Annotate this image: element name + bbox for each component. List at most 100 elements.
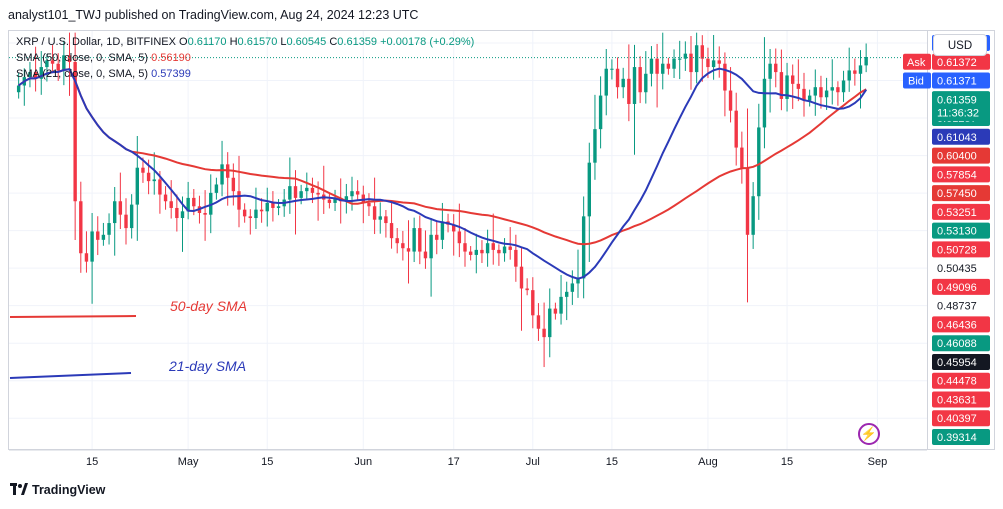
candle-body: [745, 167, 750, 235]
candle-body: [604, 68, 608, 96]
candle-body: [220, 164, 224, 185]
price-label-badge: [932, 166, 990, 183]
legend-sma21-value: 0.57399: [151, 68, 191, 80]
candle-body: [67, 55, 72, 63]
price-scale[interactable]: [928, 30, 995, 450]
x-tick-label: 15: [86, 456, 98, 468]
x-tick-label: Sep: [868, 456, 888, 468]
countdown-value: 11:36:32: [937, 107, 979, 119]
price-label-badge: [932, 429, 990, 445]
candle-body: [418, 228, 422, 252]
price-label-badge: [932, 353, 990, 370]
candle-body: [254, 209, 258, 219]
price-label-badge: [932, 222, 990, 239]
candle-body: [836, 87, 840, 93]
candle-body: [638, 67, 642, 93]
y-tick-label: 0.57854: [937, 169, 977, 181]
candle-body: [807, 95, 812, 101]
candle-body: [683, 53, 688, 59]
candle-body: [661, 63, 665, 74]
candle-body: [316, 192, 320, 195]
candle-body: [480, 249, 484, 254]
last-price-value: 0.61359: [937, 94, 977, 106]
candle-body: [627, 78, 631, 104]
candle-body: [508, 246, 512, 250]
candle-body: [452, 224, 456, 232]
candle-body: [276, 206, 281, 208]
header: analyst101_TWJ published on TradingView.…: [0, 0, 1003, 30]
y-tick-label: 0.46436: [937, 319, 977, 331]
legend-sma50-row[interactable]: SMA (50, close, 0, SMA, 5) 0.56190: [16, 50, 474, 66]
candle-body: [581, 216, 586, 279]
y-tick-label: 0.61043: [937, 132, 977, 144]
candle-body: [514, 249, 518, 267]
candle-body: [740, 147, 744, 168]
sma21-annotation-label: 21-day SMA: [168, 358, 246, 374]
x-tick-label: Jun: [354, 456, 372, 468]
candle-body: [672, 58, 676, 69]
candle-body: [621, 78, 625, 88]
candle-body: [237, 191, 241, 210]
candle-body: [355, 191, 360, 195]
candle-body: [531, 290, 535, 316]
x-tick-label: Aug: [698, 456, 718, 468]
candle-body: [186, 197, 190, 212]
candle-body: [310, 187, 315, 193]
candle-body: [565, 291, 569, 297]
legend-close-label: C: [329, 36, 338, 48]
candle-body: [180, 211, 185, 219]
candle-body: [519, 266, 524, 289]
candle-body: [79, 201, 83, 254]
candle-body: [536, 315, 541, 329]
x-tick-label: 15: [606, 456, 618, 468]
candle-body: [644, 73, 648, 93]
currency-button[interactable]: USD: [933, 34, 987, 56]
candle-body: [423, 251, 428, 259]
candle-body: [497, 249, 501, 254]
candle-body: [378, 216, 382, 220]
candle-body: [175, 207, 179, 219]
bolt-icon[interactable]: ⚡: [858, 423, 880, 445]
legend-sma50-label: SMA (50, close, 0, SMA, 5): [16, 52, 149, 64]
candle-body: [242, 209, 247, 217]
y-tick-label: 0.53251: [937, 207, 977, 219]
candle-body: [305, 187, 309, 192]
bid-label: Bid: [908, 76, 924, 88]
x-tick-label: May: [178, 456, 199, 468]
candle-body: [158, 179, 162, 195]
candle-body: [73, 62, 77, 202]
candle-body: [429, 234, 433, 259]
legend-sma50-value: 0.56190: [151, 52, 191, 64]
candle-body: [824, 90, 829, 98]
y-tick-label: 0.44478: [937, 376, 977, 388]
candle-body: [485, 243, 490, 254]
legend-ohlc-row[interactable]: XRP / U.S. Dollar, 1D, BITFINEX O0.61170…: [16, 34, 474, 50]
candle-body: [50, 60, 55, 64]
y-tick-label: 0.40397: [937, 413, 977, 425]
candle-body: [214, 184, 219, 193]
candle-body: [435, 234, 439, 240]
x-tick-label: 17: [448, 456, 460, 468]
y-tick-label: 0.46088: [937, 338, 977, 350]
candle-body: [610, 68, 614, 70]
candle-body: [101, 234, 106, 240]
candle-body: [593, 129, 597, 163]
candle-body: [858, 65, 863, 74]
legend-sma21-row[interactable]: SMA (21, close, 0, SMA, 5) 0.57399: [16, 66, 474, 82]
candle-body: [570, 283, 575, 292]
candle-body: [96, 231, 100, 240]
candle-body: [694, 45, 699, 73]
candle-body: [367, 202, 371, 207]
tradingview-brand[interactable]: TradingView: [10, 483, 105, 497]
price-label-badge: [932, 372, 990, 389]
price-label-badge: [932, 147, 990, 164]
candle-body: [762, 78, 767, 128]
candle-body: [689, 53, 693, 73]
candle-body: [231, 177, 236, 192]
candle-body: [700, 45, 704, 59]
candle-body: [327, 199, 332, 203]
candle-body: [372, 206, 377, 220]
sma21-annotation-line: [9, 372, 132, 379]
candle-body: [84, 253, 89, 262]
publisher-line: analyst101_TWJ published on TradingView.…: [8, 8, 419, 22]
